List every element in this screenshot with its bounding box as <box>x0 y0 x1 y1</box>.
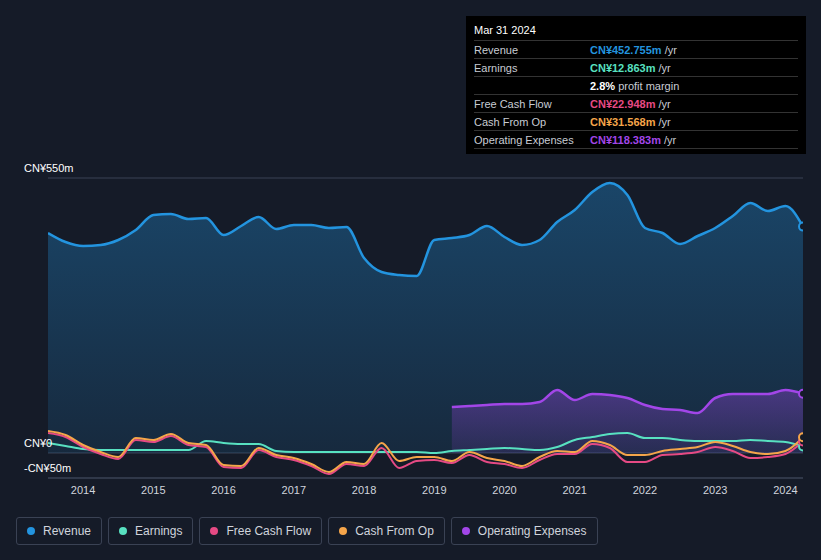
svg-text:2023: 2023 <box>703 484 727 496</box>
svg-text:2024: 2024 <box>773 484 797 496</box>
html-text:Free Cash Flow: Free Cash Flow <box>474 97 552 110</box>
html-text:Cash From Op: Cash From Op <box>355 524 434 538</box>
html-text:Mar 31 2024: Mar 31 2024 <box>474 24 536 36</box>
svg-text:-CN¥50m: -CN¥50m <box>24 462 71 474</box>
svg-text:2016: 2016 <box>211 484 235 496</box>
html-text:Earnings: Earnings <box>474 61 518 74</box>
html-text:CN¥452.755m /yr: CN¥452.755m /yr <box>590 43 677 56</box>
html-text:CN¥31.568m /yr: CN¥31.568m /yr <box>590 115 671 128</box>
svg-text:2022: 2022 <box>633 484 657 496</box>
svg-text:2020: 2020 <box>492 484 516 496</box>
svg-text:2015: 2015 <box>141 484 165 496</box>
svg-text:CN¥0: CN¥0 <box>24 437 52 449</box>
html-text:CN¥12.863m /yr: CN¥12.863m /yr <box>590 61 671 74</box>
svg-text:2019: 2019 <box>422 484 446 496</box>
html-text:Operating Expenses: Operating Expenses <box>477 524 587 538</box>
html-text:CN¥22.948m /yr: CN¥22.948m /yr <box>590 97 671 110</box>
html-text:Revenue: Revenue <box>474 43 518 56</box>
svg-text:CN¥550m: CN¥550m <box>24 162 74 174</box>
html-text:Revenue: Revenue <box>43 524 91 538</box>
svg-text:2021: 2021 <box>563 484 587 496</box>
html-text:CN¥118.383m /yr: CN¥118.383m /yr <box>590 133 677 146</box>
svg-text:2018: 2018 <box>352 484 376 496</box>
html-text:Operating Expenses: Operating Expenses <box>474 133 574 146</box>
html-text:Cash From Op: Cash From Op <box>474 115 547 128</box>
svg-text:2014: 2014 <box>71 484 95 496</box>
svg-text:2017: 2017 <box>282 484 306 496</box>
html-text:Free Cash Flow: Free Cash Flow <box>226 524 312 538</box>
html-text:2.8% profit margin: 2.8% profit margin <box>590 79 680 92</box>
html-text:Earnings: Earnings <box>135 524 183 538</box>
